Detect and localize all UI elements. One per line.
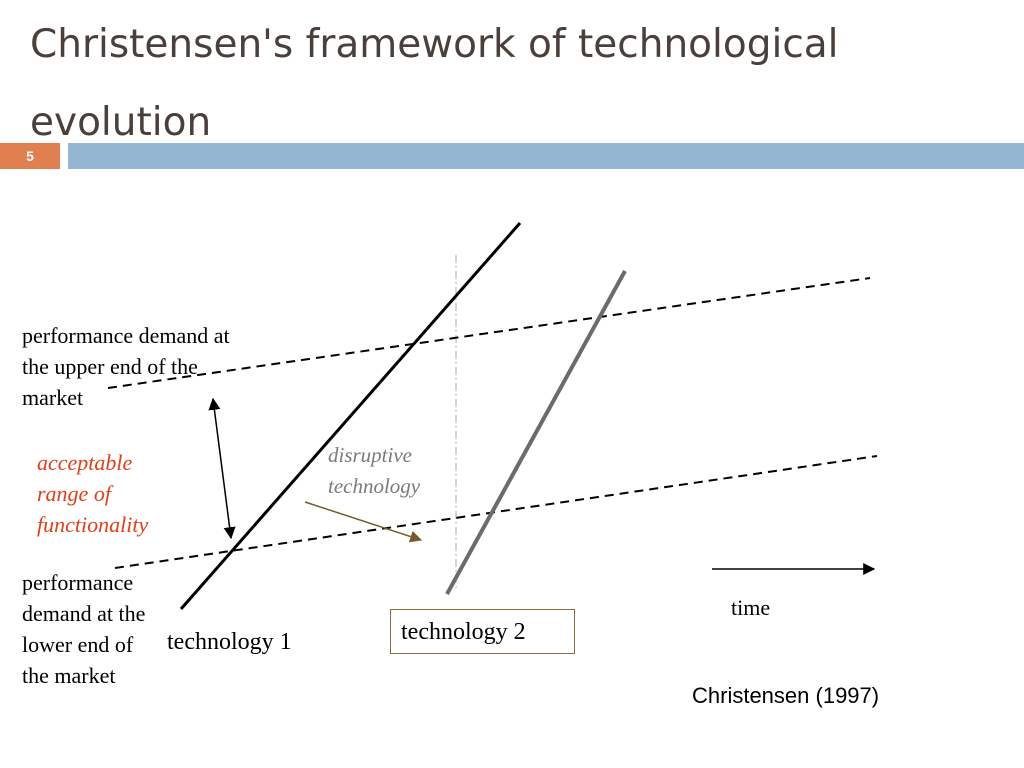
upper-demand-line [107,277,871,389]
disruptive-technology-arrow [304,501,423,543]
lower-demand-label: performance demand at the lower end of t… [22,570,146,688]
slide-number: 5 [0,143,60,169]
technology-1-label: technology 1 [167,629,292,655]
technology-2-label: technology 2 [390,609,575,654]
slide-title: Christensen's framework of technological… [30,22,839,145]
technology-1-line [179,222,522,610]
title-rule [68,143,1024,169]
acceptable-range-arrow [208,397,236,540]
technology-2-line [445,270,627,595]
disruptive-technology-label: disruptive technology [328,443,421,498]
citation-label: Christensen (1997) [692,683,880,708]
acceptable-range-label: acceptable range of functionality [37,450,149,537]
lower-demand-line [114,455,878,569]
time-label: time [731,595,771,620]
upper-demand-label: performance demand at the upper end of t… [22,323,230,410]
